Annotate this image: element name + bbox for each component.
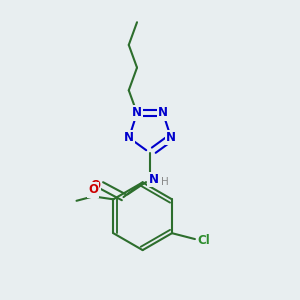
Text: H: H: [161, 177, 169, 187]
Text: N: N: [132, 106, 142, 119]
Text: N: N: [148, 173, 158, 186]
Text: N: N: [158, 106, 168, 119]
Text: N: N: [124, 131, 134, 144]
Text: N: N: [166, 131, 176, 144]
Text: Cl: Cl: [197, 234, 210, 247]
Text: O: O: [90, 179, 100, 192]
Text: O: O: [88, 183, 98, 196]
